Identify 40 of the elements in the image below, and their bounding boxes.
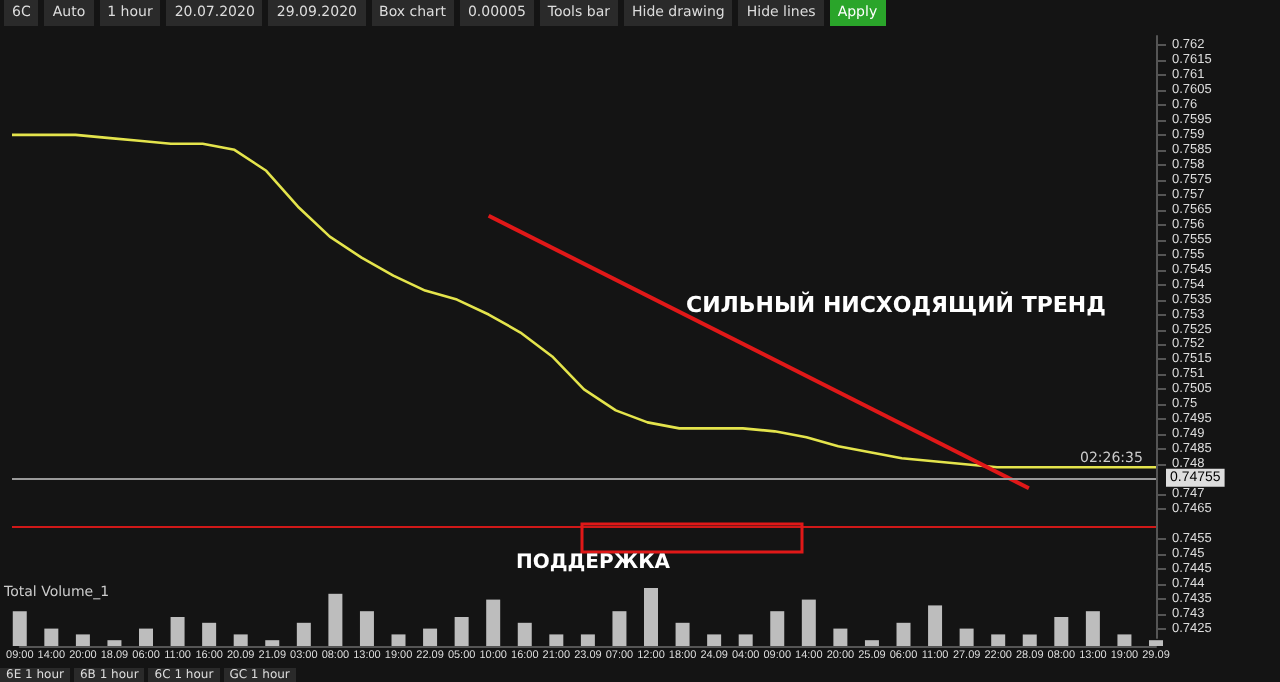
bar [44,628,59,646]
bar [928,605,943,646]
bar [454,617,469,646]
bar [864,640,879,646]
bar [139,628,154,646]
bar [1117,634,1132,646]
bar [107,640,122,646]
bar [423,628,438,646]
bar [738,634,753,646]
bar [296,622,311,646]
bar [580,634,595,646]
bar [1085,611,1100,646]
annotation: ПОДДЕРЖКА [516,552,670,574]
bar [170,617,185,646]
bar [770,611,785,646]
bar [75,634,90,646]
bar [612,611,627,646]
bar [233,634,248,646]
bar [1149,640,1163,646]
bar [833,628,848,646]
bar [801,599,816,646]
bar [991,634,1006,646]
bar [896,622,911,646]
bar [486,599,501,646]
bar [328,593,343,646]
annotation: СИЛЬНЫЙ НИСХОДЯЩИЙ ТРЕНД [686,292,1106,318]
bar [359,611,374,646]
bar [549,634,564,646]
bar [517,622,532,646]
bar [707,634,722,646]
bar [202,622,217,646]
bar [1022,634,1037,646]
bar [265,640,280,646]
line-series [10,133,1158,469]
bar [12,611,27,646]
bar [959,628,974,646]
bar [675,622,690,646]
bar [1054,617,1069,646]
bar [644,588,659,646]
bar [391,634,406,646]
